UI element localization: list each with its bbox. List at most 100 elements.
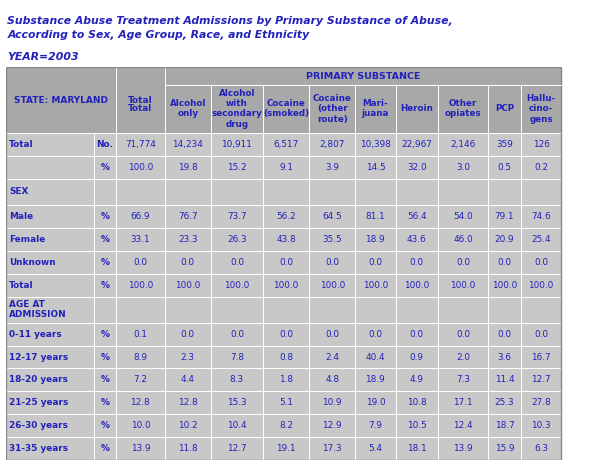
Text: 100.0: 100.0 — [175, 281, 200, 290]
Text: 0.0: 0.0 — [368, 258, 382, 267]
Bar — [395, 85, 438, 133]
Text: 8.2: 8.2 — [279, 421, 293, 431]
Text: 22,967: 22,967 — [401, 140, 432, 149]
Text: 7.8: 7.8 — [230, 352, 244, 361]
Bar — [521, 179, 561, 205]
Text: 9.1: 9.1 — [279, 163, 293, 172]
Text: 25.4: 25.4 — [531, 235, 551, 244]
Text: 0.0: 0.0 — [456, 258, 470, 267]
Bar — [94, 323, 116, 345]
Bar — [488, 274, 521, 297]
Text: 7.2: 7.2 — [133, 375, 147, 385]
Bar — [6, 251, 94, 274]
Bar — [309, 345, 355, 368]
Text: 18.9: 18.9 — [365, 235, 385, 244]
Text: 10.8: 10.8 — [407, 399, 427, 407]
Bar — [116, 414, 165, 438]
Text: 20.9: 20.9 — [495, 235, 514, 244]
Text: 0-11 years: 0-11 years — [9, 330, 61, 339]
Bar — [165, 323, 211, 345]
Text: 31-35 years: 31-35 years — [9, 445, 68, 453]
Text: 14.5: 14.5 — [365, 163, 385, 172]
Text: 43.6: 43.6 — [407, 235, 427, 244]
Text: Cocaine
(other
route): Cocaine (other route) — [313, 94, 352, 124]
Text: 0.0: 0.0 — [534, 330, 548, 339]
Bar — [355, 438, 395, 460]
Bar — [6, 67, 94, 85]
Text: Cocaine
(smoked): Cocaine (smoked) — [263, 100, 309, 119]
Bar — [355, 392, 395, 414]
Bar — [395, 133, 438, 156]
Bar — [521, 414, 561, 438]
Bar — [211, 414, 263, 438]
Text: 100.0: 100.0 — [224, 281, 249, 290]
Bar — [488, 179, 521, 205]
Bar — [6, 85, 94, 133]
Bar — [488, 392, 521, 414]
Text: Unknown: Unknown — [9, 258, 56, 267]
Text: 11.8: 11.8 — [178, 445, 198, 453]
Text: Female: Female — [9, 235, 45, 244]
Bar — [309, 179, 355, 205]
Bar — [263, 133, 309, 156]
Text: 0.9: 0.9 — [410, 352, 424, 361]
Bar — [355, 323, 395, 345]
Text: 0.0: 0.0 — [410, 330, 424, 339]
Bar — [116, 392, 165, 414]
Bar — [438, 179, 488, 205]
Bar — [116, 297, 165, 323]
Bar — [438, 345, 488, 368]
Bar — [165, 274, 211, 297]
Bar — [6, 345, 94, 368]
Bar — [116, 133, 165, 156]
Text: Mari-
juana: Mari- juana — [362, 100, 389, 119]
Text: 26-30 years: 26-30 years — [9, 421, 68, 431]
Text: 0.0: 0.0 — [181, 258, 195, 267]
Bar — [309, 414, 355, 438]
Bar — [355, 228, 395, 251]
Bar — [165, 345, 211, 368]
Bar — [521, 368, 561, 392]
Bar — [395, 228, 438, 251]
Bar — [6, 274, 94, 297]
Bar — [116, 438, 165, 460]
Bar — [309, 156, 355, 179]
Text: %: % — [100, 445, 109, 453]
Bar — [6, 133, 94, 156]
Bar — [211, 156, 263, 179]
Text: Total: Total — [128, 96, 153, 105]
Bar — [116, 205, 165, 228]
Text: 43.8: 43.8 — [276, 235, 296, 244]
Text: 100.0: 100.0 — [450, 281, 475, 290]
Text: Substance Abuse Treatment Admissions by Primary Substance of Abuse,: Substance Abuse Treatment Admissions by … — [7, 16, 453, 27]
Bar — [438, 85, 488, 133]
Bar — [211, 179, 263, 205]
Bar — [309, 274, 355, 297]
Text: 0.0: 0.0 — [230, 330, 244, 339]
Bar — [309, 133, 355, 156]
Text: 0.0: 0.0 — [498, 258, 511, 267]
Bar — [263, 228, 309, 251]
Bar — [94, 414, 116, 438]
Bar — [395, 179, 438, 205]
Text: 12.7: 12.7 — [227, 445, 246, 453]
Bar — [116, 251, 165, 274]
Bar — [116, 345, 165, 368]
Bar — [355, 85, 395, 133]
Bar — [488, 368, 521, 392]
Text: Total: Total — [9, 281, 34, 290]
Bar — [165, 179, 211, 205]
Bar — [488, 228, 521, 251]
Bar — [355, 414, 395, 438]
Bar — [488, 345, 521, 368]
Text: Total: Total — [9, 140, 34, 149]
Bar — [6, 438, 94, 460]
Text: 10.4: 10.4 — [227, 421, 246, 431]
Bar — [94, 133, 116, 156]
Bar — [116, 67, 165, 85]
Text: 100.0: 100.0 — [492, 281, 517, 290]
Bar — [355, 274, 395, 297]
Bar — [355, 179, 395, 205]
Bar — [395, 297, 438, 323]
Text: 2,146: 2,146 — [450, 140, 475, 149]
